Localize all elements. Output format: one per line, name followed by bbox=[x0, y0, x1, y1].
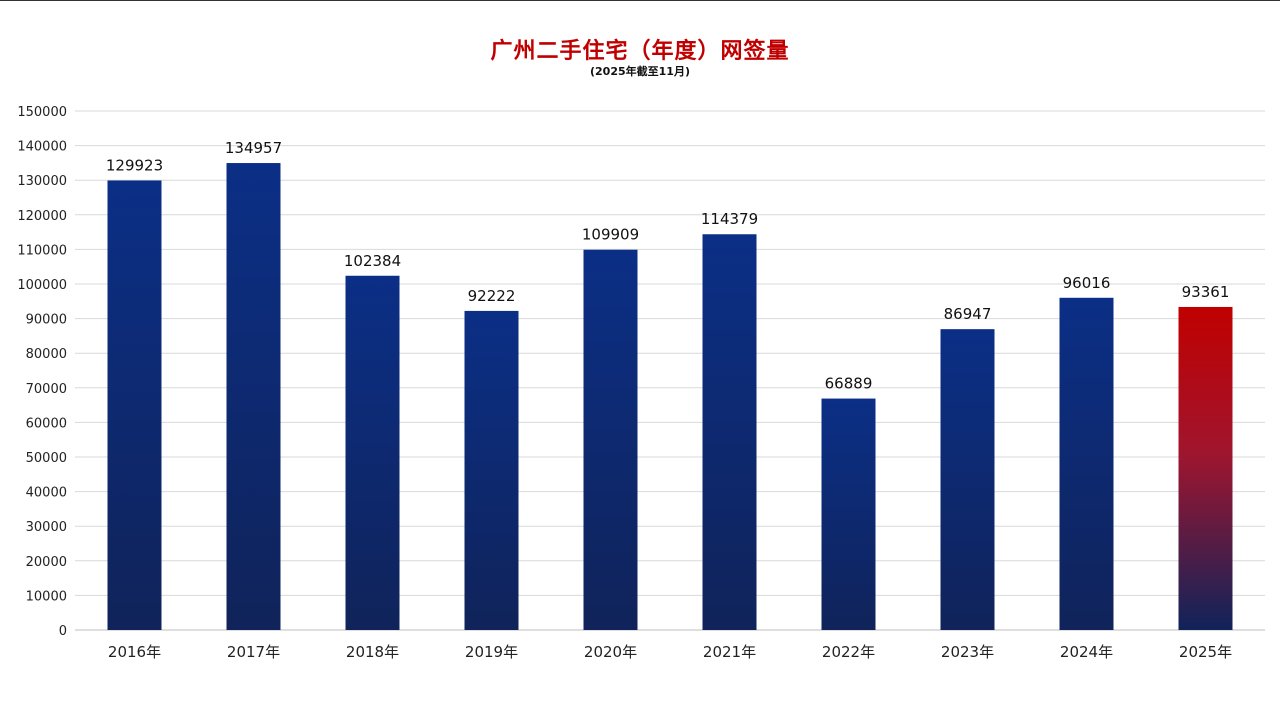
x-tick-label: 2021年 bbox=[703, 643, 756, 661]
y-tick-label: 100000 bbox=[17, 278, 67, 293]
x-tick-label: 2019年 bbox=[465, 643, 518, 661]
y-tick-label: 50000 bbox=[26, 451, 67, 466]
bar-2022 bbox=[821, 398, 876, 630]
bar-2021 bbox=[702, 234, 757, 630]
x-tick-label: 2024年 bbox=[1060, 643, 1113, 661]
bar-2020 bbox=[583, 249, 638, 631]
x-tick-label: 2018年 bbox=[346, 643, 399, 661]
x-tick-label: 2023年 bbox=[941, 643, 994, 661]
y-tick-label: 130000 bbox=[17, 174, 67, 189]
chart-subtitle: (2025年截至11月) bbox=[590, 65, 690, 78]
y-tick-label: 80000 bbox=[26, 347, 67, 362]
data-label: 92222 bbox=[468, 287, 516, 305]
data-label: 86947 bbox=[944, 305, 992, 323]
bar-2016 bbox=[107, 180, 162, 630]
y-tick-label: 110000 bbox=[17, 243, 67, 258]
bar-2017 bbox=[226, 163, 281, 631]
y-tick-label: 120000 bbox=[17, 209, 67, 224]
bar-2025 bbox=[1178, 306, 1233, 630]
data-label: 114379 bbox=[701, 210, 758, 228]
data-label: 102384 bbox=[344, 252, 401, 270]
y-tick-label: 140000 bbox=[17, 140, 67, 155]
y-tick-label: 90000 bbox=[26, 313, 67, 328]
bar-2018 bbox=[345, 275, 400, 630]
y-tick-label: 0 bbox=[59, 624, 67, 639]
data-label: 134957 bbox=[225, 139, 282, 157]
y-tick-label: 30000 bbox=[26, 520, 67, 535]
chart-title: 广州二手住宅（年度）网签量 bbox=[490, 39, 790, 64]
x-tick-label: 2017年 bbox=[227, 643, 280, 661]
x-tick-label: 2016年 bbox=[108, 643, 161, 661]
y-tick-label: 70000 bbox=[26, 382, 67, 397]
x-tick-label: 2022年 bbox=[822, 643, 875, 661]
data-label: 109909 bbox=[582, 226, 639, 244]
bar-2024 bbox=[1059, 297, 1114, 630]
data-label: 93361 bbox=[1182, 283, 1230, 301]
bar-2019 bbox=[464, 310, 519, 630]
bar-2023 bbox=[940, 329, 995, 630]
top-border bbox=[0, 0, 1280, 1]
x-tick-label: 2025年 bbox=[1179, 643, 1232, 661]
y-tick-label: 60000 bbox=[26, 416, 67, 431]
x-tick-label: 2020年 bbox=[584, 643, 637, 661]
data-label: 129923 bbox=[106, 156, 163, 174]
data-label: 96016 bbox=[1063, 274, 1111, 292]
y-tick-label: 150000 bbox=[17, 105, 67, 120]
data-label: 66889 bbox=[825, 375, 873, 393]
y-tick-label: 20000 bbox=[26, 555, 67, 570]
y-tick-label: 40000 bbox=[26, 486, 67, 501]
y-tick-label: 10000 bbox=[26, 589, 67, 604]
